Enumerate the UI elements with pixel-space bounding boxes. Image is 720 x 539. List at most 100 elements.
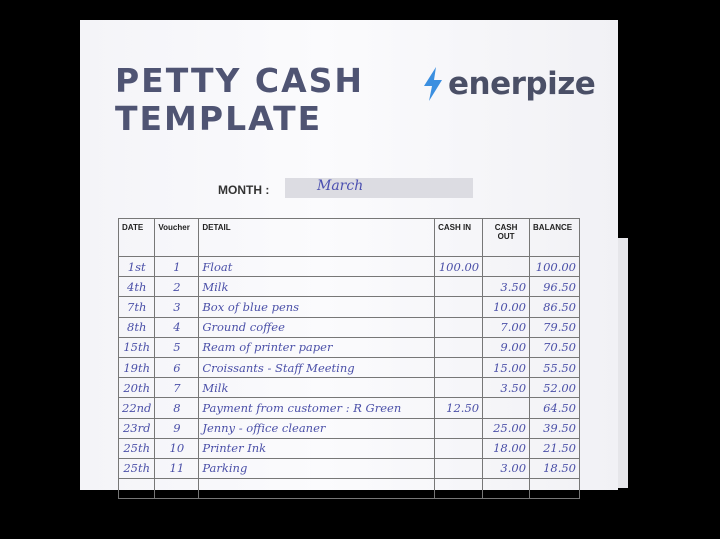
- table-row: 15th 5 Ream of printer paper 9.00 70.50: [117, 336, 580, 358]
- cell-cash-out: 10.00: [482, 296, 531, 318]
- cell-cash-out: 15.00: [482, 356, 531, 379]
- month-field: March: [285, 178, 473, 198]
- header-cash-in: CASH IN: [434, 218, 484, 257]
- cell-detail: Printer Ink: [198, 437, 436, 459]
- header-cash-out: CASH OUT: [482, 218, 531, 257]
- cell-balance: 18.50: [529, 457, 580, 480]
- cell-detail: Ream of printer paper: [198, 336, 436, 358]
- cell-date: 7th: [117, 296, 156, 318]
- cell-voucher: [154, 478, 200, 500]
- cell-cash-in: [434, 478, 484, 500]
- header-date: DATE: [117, 218, 156, 257]
- table-header: DATE Voucher DETAIL CASH IN CASH OUT BAL…: [117, 218, 580, 257]
- cell-cash-out: [482, 255, 531, 278]
- header-voucher: Voucher: [154, 218, 200, 257]
- cell-detail: Payment from customer : R Green: [198, 397, 436, 419]
- cell-cash-out: 3.50: [482, 276, 531, 298]
- cell-cash-out: [482, 397, 531, 419]
- brand-logo: enerpize: [422, 66, 596, 102]
- month-value: March: [317, 178, 364, 194]
- table-row: 22nd 8 Payment from customer : R Green 12.5…: [117, 397, 580, 419]
- cell-detail: Croissants - Staff Meeting: [198, 356, 436, 379]
- cell-voucher: 2: [154, 276, 200, 298]
- title-line: PETTY CASH: [115, 61, 365, 100]
- cell-cash-out: 9.00: [482, 336, 531, 358]
- table-row: 25th 11 Parking 3.00 18.50: [117, 457, 580, 480]
- petty-cash-table: DATE Voucher DETAIL CASH IN CASH OUT BAL…: [117, 218, 580, 500]
- title-line: TEMPLATE: [115, 99, 323, 138]
- cell-balance: 52.00: [529, 377, 580, 399]
- cell-cash-in: 100.00: [434, 255, 484, 278]
- cell-date: 4th: [117, 276, 156, 298]
- cell-date: 20th: [117, 377, 156, 399]
- page-title: PETTY CASH TEMPLATE: [115, 62, 364, 138]
- cell-cash-in: 12.50: [434, 397, 484, 419]
- cell-cash-out: 3.50: [482, 377, 531, 399]
- cell-detail: Float: [198, 255, 436, 278]
- cell-balance: 21.50: [529, 437, 580, 459]
- cell-balance: 96.50: [529, 276, 580, 298]
- month-label: MONTH :: [218, 183, 270, 197]
- cell-balance: 55.50: [529, 356, 580, 379]
- cell-balance: 79.50: [529, 316, 580, 338]
- cell-cash-in: [434, 276, 484, 298]
- cell-balance: 100.00: [529, 255, 580, 278]
- table-row: 23rd 9 Jenny - office cleaner 25.00 39.50: [117, 417, 580, 439]
- cell-date: 25th: [117, 457, 156, 480]
- cell-date: 25th: [117, 437, 156, 459]
- cell-date: [117, 478, 156, 500]
- cell-cash-in: [434, 316, 484, 338]
- cell-cash-in: [434, 457, 484, 480]
- cell-balance: 86.50: [529, 296, 580, 318]
- table-row: [117, 478, 580, 500]
- cell-cash-in: [434, 437, 484, 459]
- cell-voucher: 3: [154, 296, 200, 318]
- table-row: 25th 10 Printer Ink 18.00 21.50: [117, 437, 580, 459]
- cell-voucher: 1: [154, 255, 200, 278]
- cell-date: 19th: [117, 356, 156, 379]
- cell-cash-out: 3.00: [482, 457, 531, 480]
- petty-cash-sheet: PETTY CASH TEMPLATE enerpize MONTH : Mar…: [80, 20, 618, 500]
- cell-voucher: 10: [154, 437, 200, 459]
- table-row: 19th 6 Croissants - Staff Meeting 15.00 55.5…: [117, 356, 580, 379]
- table-row: 4th 2 Milk 3.50 96.50: [117, 276, 580, 298]
- cell-balance: 39.50: [529, 417, 580, 439]
- cell-detail: Ground coffee: [198, 316, 436, 338]
- cell-cash-in: [434, 356, 484, 379]
- cell-voucher: 5: [154, 336, 200, 358]
- table-row: 7th 3 Box of blue pens 10.00 86.50: [117, 296, 580, 318]
- cell-date: 22nd: [117, 397, 156, 419]
- cell-balance: [529, 478, 580, 500]
- cell-balance: 70.50: [529, 336, 580, 358]
- cell-voucher: 4: [154, 316, 200, 338]
- cell-cash-in: [434, 417, 484, 439]
- cell-voucher: 9: [154, 417, 200, 439]
- cell-cash-in: [434, 296, 484, 318]
- cell-voucher: 6: [154, 356, 200, 379]
- cell-detail: Box of blue pens: [198, 296, 436, 318]
- cell-date: 15th: [117, 336, 156, 358]
- cell-date: 8th: [117, 316, 156, 338]
- header-balance: BALANCE: [529, 218, 580, 257]
- cell-voucher: 7: [154, 377, 200, 399]
- cell-detail: [198, 478, 436, 500]
- table-row: 20th 7 Milk 3.50 52.00: [117, 377, 580, 399]
- cell-cash-in: [434, 336, 484, 358]
- cell-detail: Jenny - office cleaner: [198, 417, 436, 439]
- cell-date: 23rd: [117, 417, 156, 439]
- cell-voucher: 11: [154, 457, 200, 480]
- cell-cash-out: 7.00: [482, 316, 531, 338]
- cell-detail: Milk: [198, 276, 436, 298]
- cell-detail: Parking: [198, 457, 436, 480]
- lightning-bolt-icon: [424, 67, 442, 101]
- cell-cash-in: [434, 377, 484, 399]
- cell-date: 1st: [117, 255, 156, 278]
- brand-name: enerpize: [448, 66, 596, 102]
- cell-cash-out: 25.00: [482, 417, 531, 439]
- cell-balance: 64.50: [529, 397, 580, 419]
- cell-voucher: 8: [154, 397, 200, 419]
- cell-cash-out: [482, 478, 531, 500]
- table-row: 1st 1 Float 100.00 100.00: [117, 255, 580, 278]
- cell-detail: Milk: [198, 377, 436, 399]
- header-detail: DETAIL: [198, 218, 436, 257]
